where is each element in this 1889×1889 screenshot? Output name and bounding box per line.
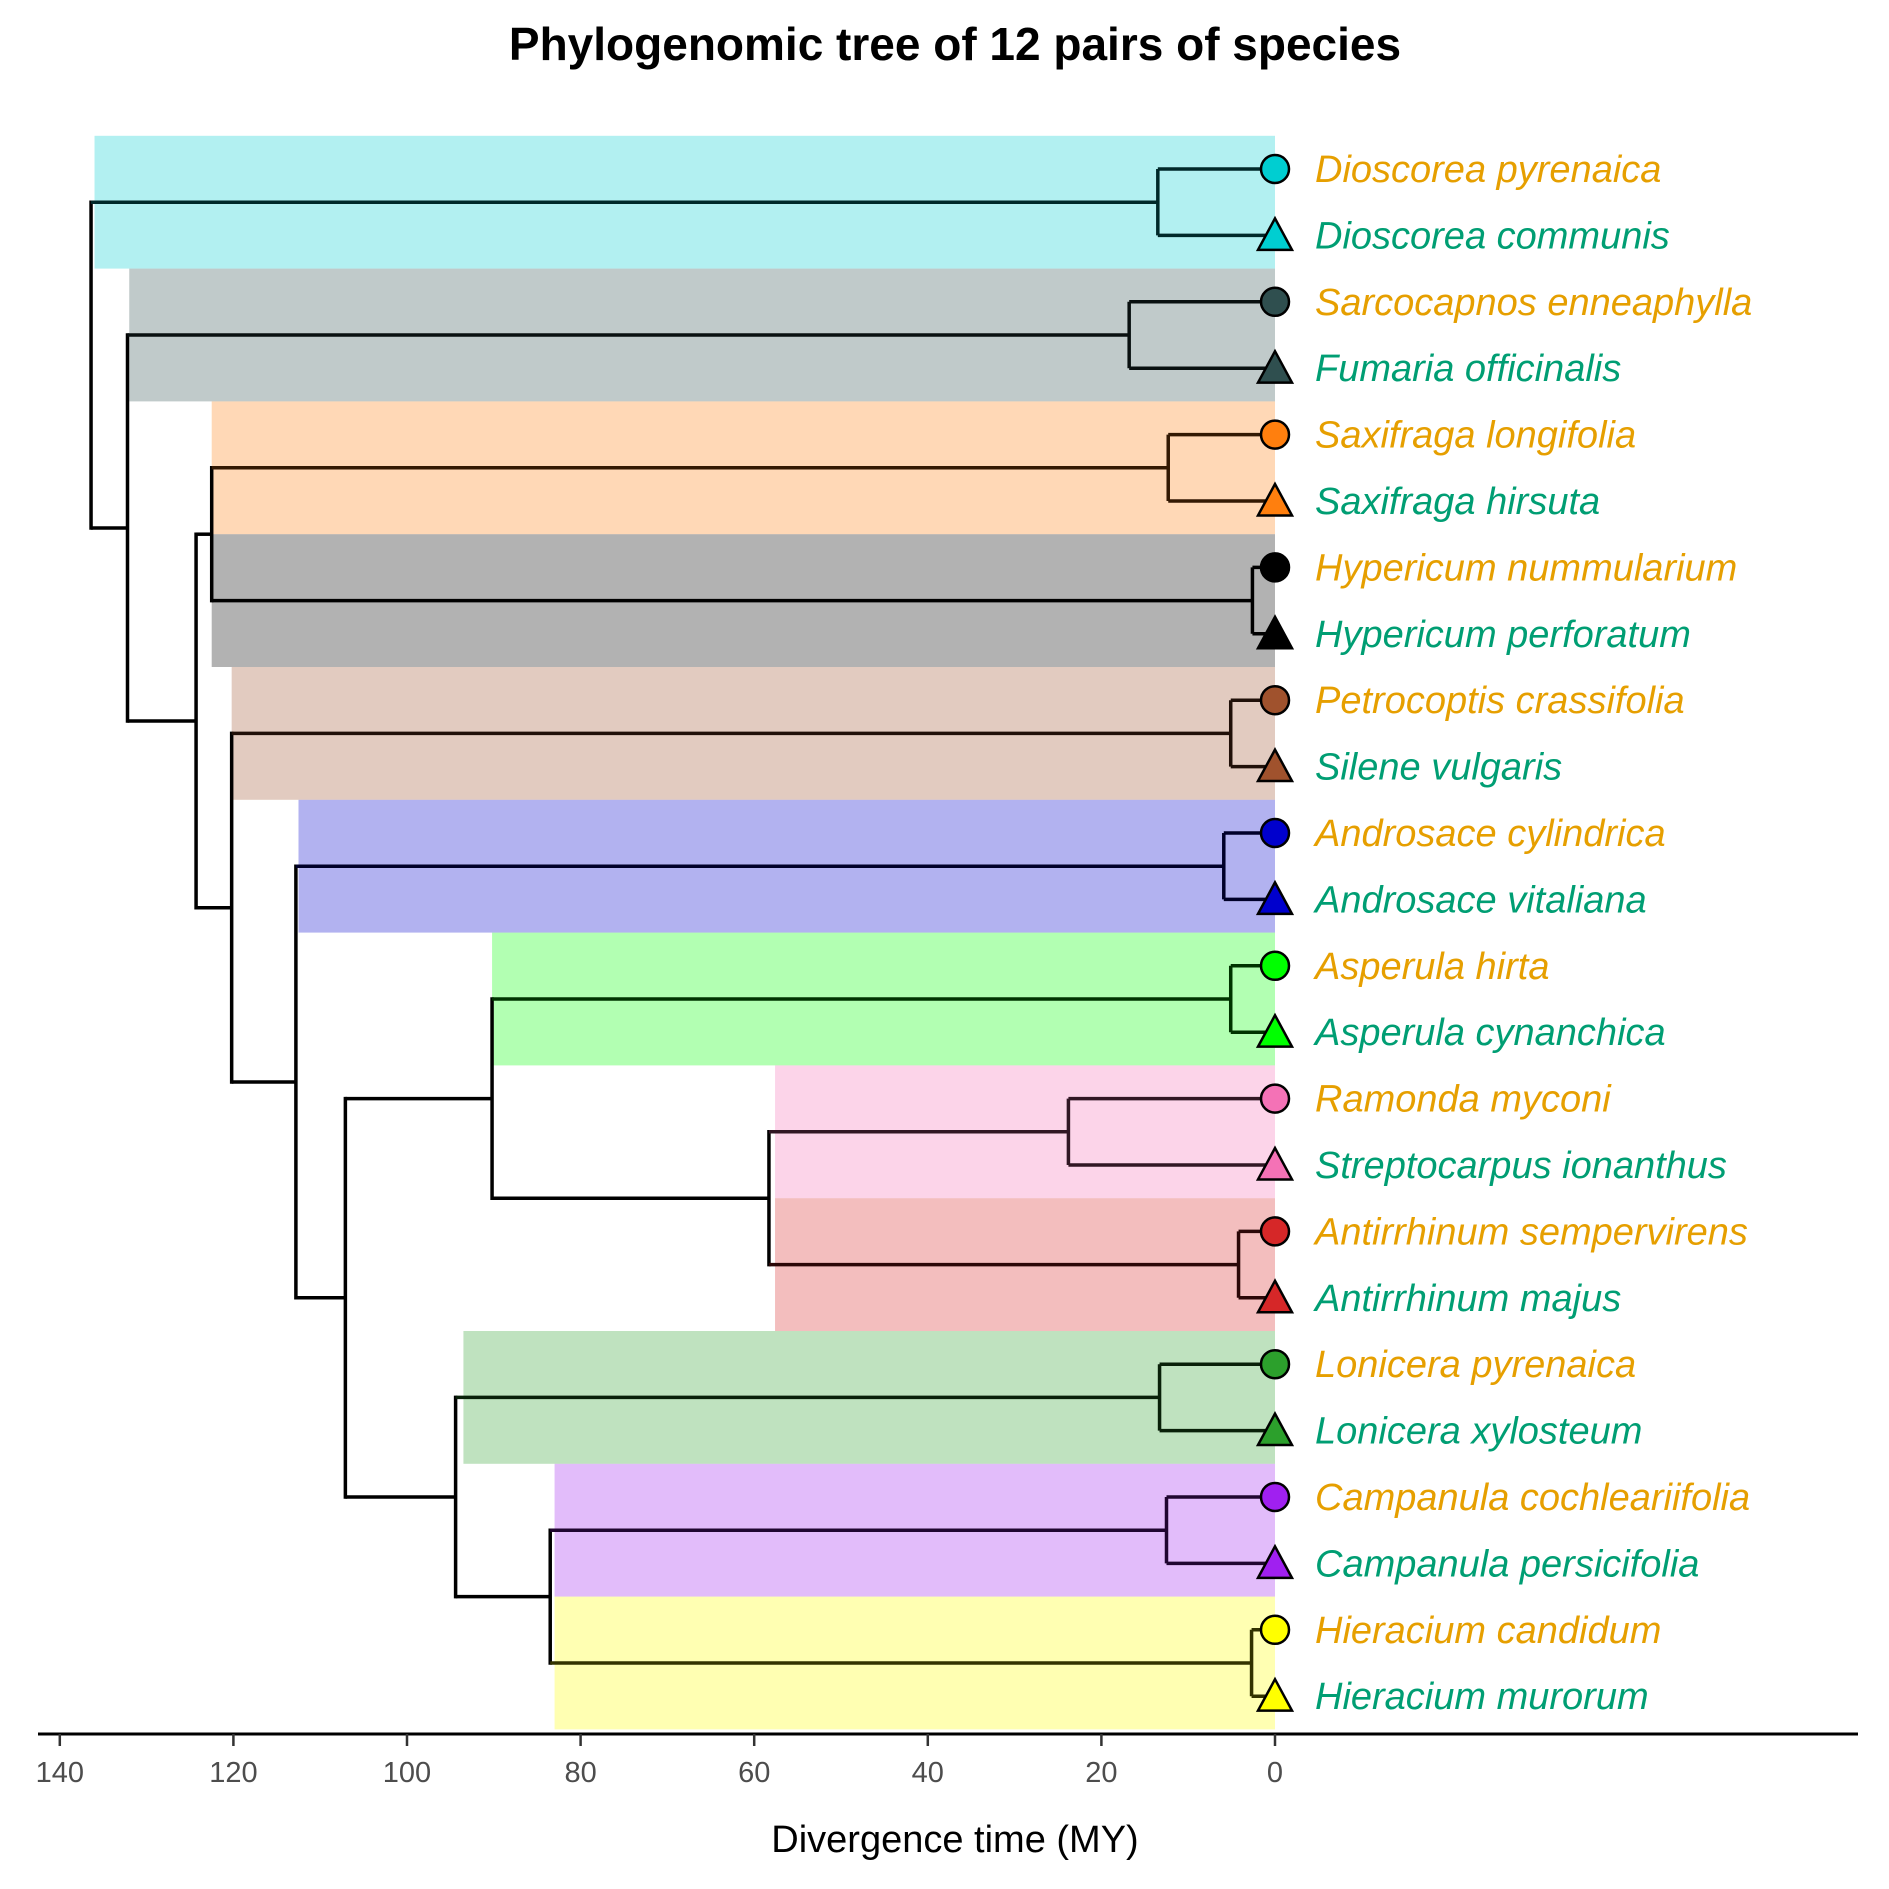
tip-triangle-marker bbox=[1255, 614, 1295, 650]
tip-label: Lonicera xylosteum bbox=[1315, 1411, 1642, 1453]
tip-label: Antirrhinum sempervirens bbox=[1313, 1211, 1748, 1253]
tip-circle-marker bbox=[1259, 552, 1291, 583]
tip-label: Campanula persicifolia bbox=[1315, 1543, 1699, 1585]
x-tick-label: 20 bbox=[1085, 1757, 1117, 1789]
tip-triangle-marker bbox=[1255, 481, 1295, 517]
tip-triangle-marker bbox=[1255, 1543, 1295, 1580]
tip-label: Androsace cylindrica bbox=[1313, 813, 1666, 855]
tip-label: Hypericum perforatum bbox=[1315, 614, 1691, 656]
tip-label: Silene vulgaris bbox=[1315, 747, 1562, 789]
x-tick-label: 0 bbox=[1267, 1757, 1283, 1789]
x-tick-label: 80 bbox=[564, 1757, 596, 1789]
x-tick-label: 40 bbox=[912, 1757, 944, 1789]
tip-triangle-marker bbox=[1255, 1676, 1295, 1712]
tip-label: Asperula cynanchica bbox=[1313, 1012, 1666, 1054]
tip-circle-marker bbox=[1259, 1481, 1291, 1513]
tip-label: Fumaria officinalis bbox=[1315, 348, 1621, 390]
x-tick-label: 100 bbox=[383, 1757, 431, 1789]
tree-branches bbox=[89, 167, 1275, 1698]
clade-highlights bbox=[94, 135, 1276, 1730]
tip-circle-marker bbox=[1259, 1216, 1291, 1247]
tip-label: Campanula cochleariifolia bbox=[1315, 1477, 1750, 1519]
tip-label: Ramonda myconi bbox=[1315, 1079, 1612, 1121]
tip-triangle-marker bbox=[1255, 1410, 1295, 1447]
tip-triangle-marker bbox=[1255, 1012, 1295, 1048]
tip-label: Lonicera pyrenaica bbox=[1315, 1344, 1636, 1386]
x-tick-label: 120 bbox=[209, 1757, 257, 1789]
tip-circle-marker bbox=[1259, 419, 1291, 450]
tip-markers bbox=[1255, 153, 1295, 1712]
x-axis: 140 120 100 80 60 40 20 0 bbox=[36, 1732, 1858, 1789]
tip-label: Hypericum nummularium bbox=[1315, 547, 1737, 589]
tip-label: Antirrhinum majus bbox=[1313, 1278, 1621, 1320]
tip-label: Dioscorea pyrenaica bbox=[1315, 149, 1661, 191]
tip-triangle-marker bbox=[1255, 348, 1295, 384]
chart-title: Phylogenomic tree of 12 pairs of species bbox=[509, 18, 1401, 70]
tip-label: Saxifraga longifolia bbox=[1315, 415, 1636, 457]
tip-circle-marker bbox=[1259, 153, 1291, 185]
tip-triangle-marker bbox=[1255, 215, 1295, 252]
tip-circle-marker bbox=[1259, 684, 1291, 716]
tip-label: Asperula hirta bbox=[1313, 946, 1549, 988]
tip-label: Petrocoptis crassifolia bbox=[1315, 680, 1685, 722]
tip-label: Androsace vitaliana bbox=[1313, 879, 1647, 921]
tip-circle-marker bbox=[1259, 950, 1291, 982]
tip-label: Dioscorea communis bbox=[1315, 215, 1670, 257]
tip-triangle-marker bbox=[1255, 1278, 1295, 1314]
tip-labels: Dioscorea pyrenaica Dioscorea communis Sar… bbox=[1313, 149, 1752, 1718]
tip-label: Hieracium candidum bbox=[1315, 1610, 1661, 1652]
tip-triangle-marker bbox=[1255, 879, 1295, 916]
tip-circle-marker bbox=[1259, 817, 1291, 849]
x-tick-label: 60 bbox=[738, 1757, 770, 1789]
tip-circle-marker bbox=[1259, 1083, 1291, 1114]
tip-circle-marker bbox=[1259, 1348, 1291, 1380]
tip-label: Sarcocapnos enneaphylla bbox=[1315, 282, 1752, 324]
tip-label: Saxifraga hirsuta bbox=[1315, 481, 1600, 523]
x-tick-label: 140 bbox=[36, 1757, 84, 1789]
tip-circle-marker bbox=[1259, 1614, 1291, 1646]
tip-circle-marker bbox=[1259, 286, 1291, 318]
tip-label: Streptocarpus ionanthus bbox=[1315, 1145, 1727, 1187]
tip-label: Hieracium murorum bbox=[1315, 1676, 1649, 1718]
tip-triangle-marker bbox=[1255, 1145, 1295, 1181]
tip-triangle-marker bbox=[1255, 746, 1295, 783]
x-axis-title: Divergence time (MY) bbox=[771, 1819, 1138, 1861]
